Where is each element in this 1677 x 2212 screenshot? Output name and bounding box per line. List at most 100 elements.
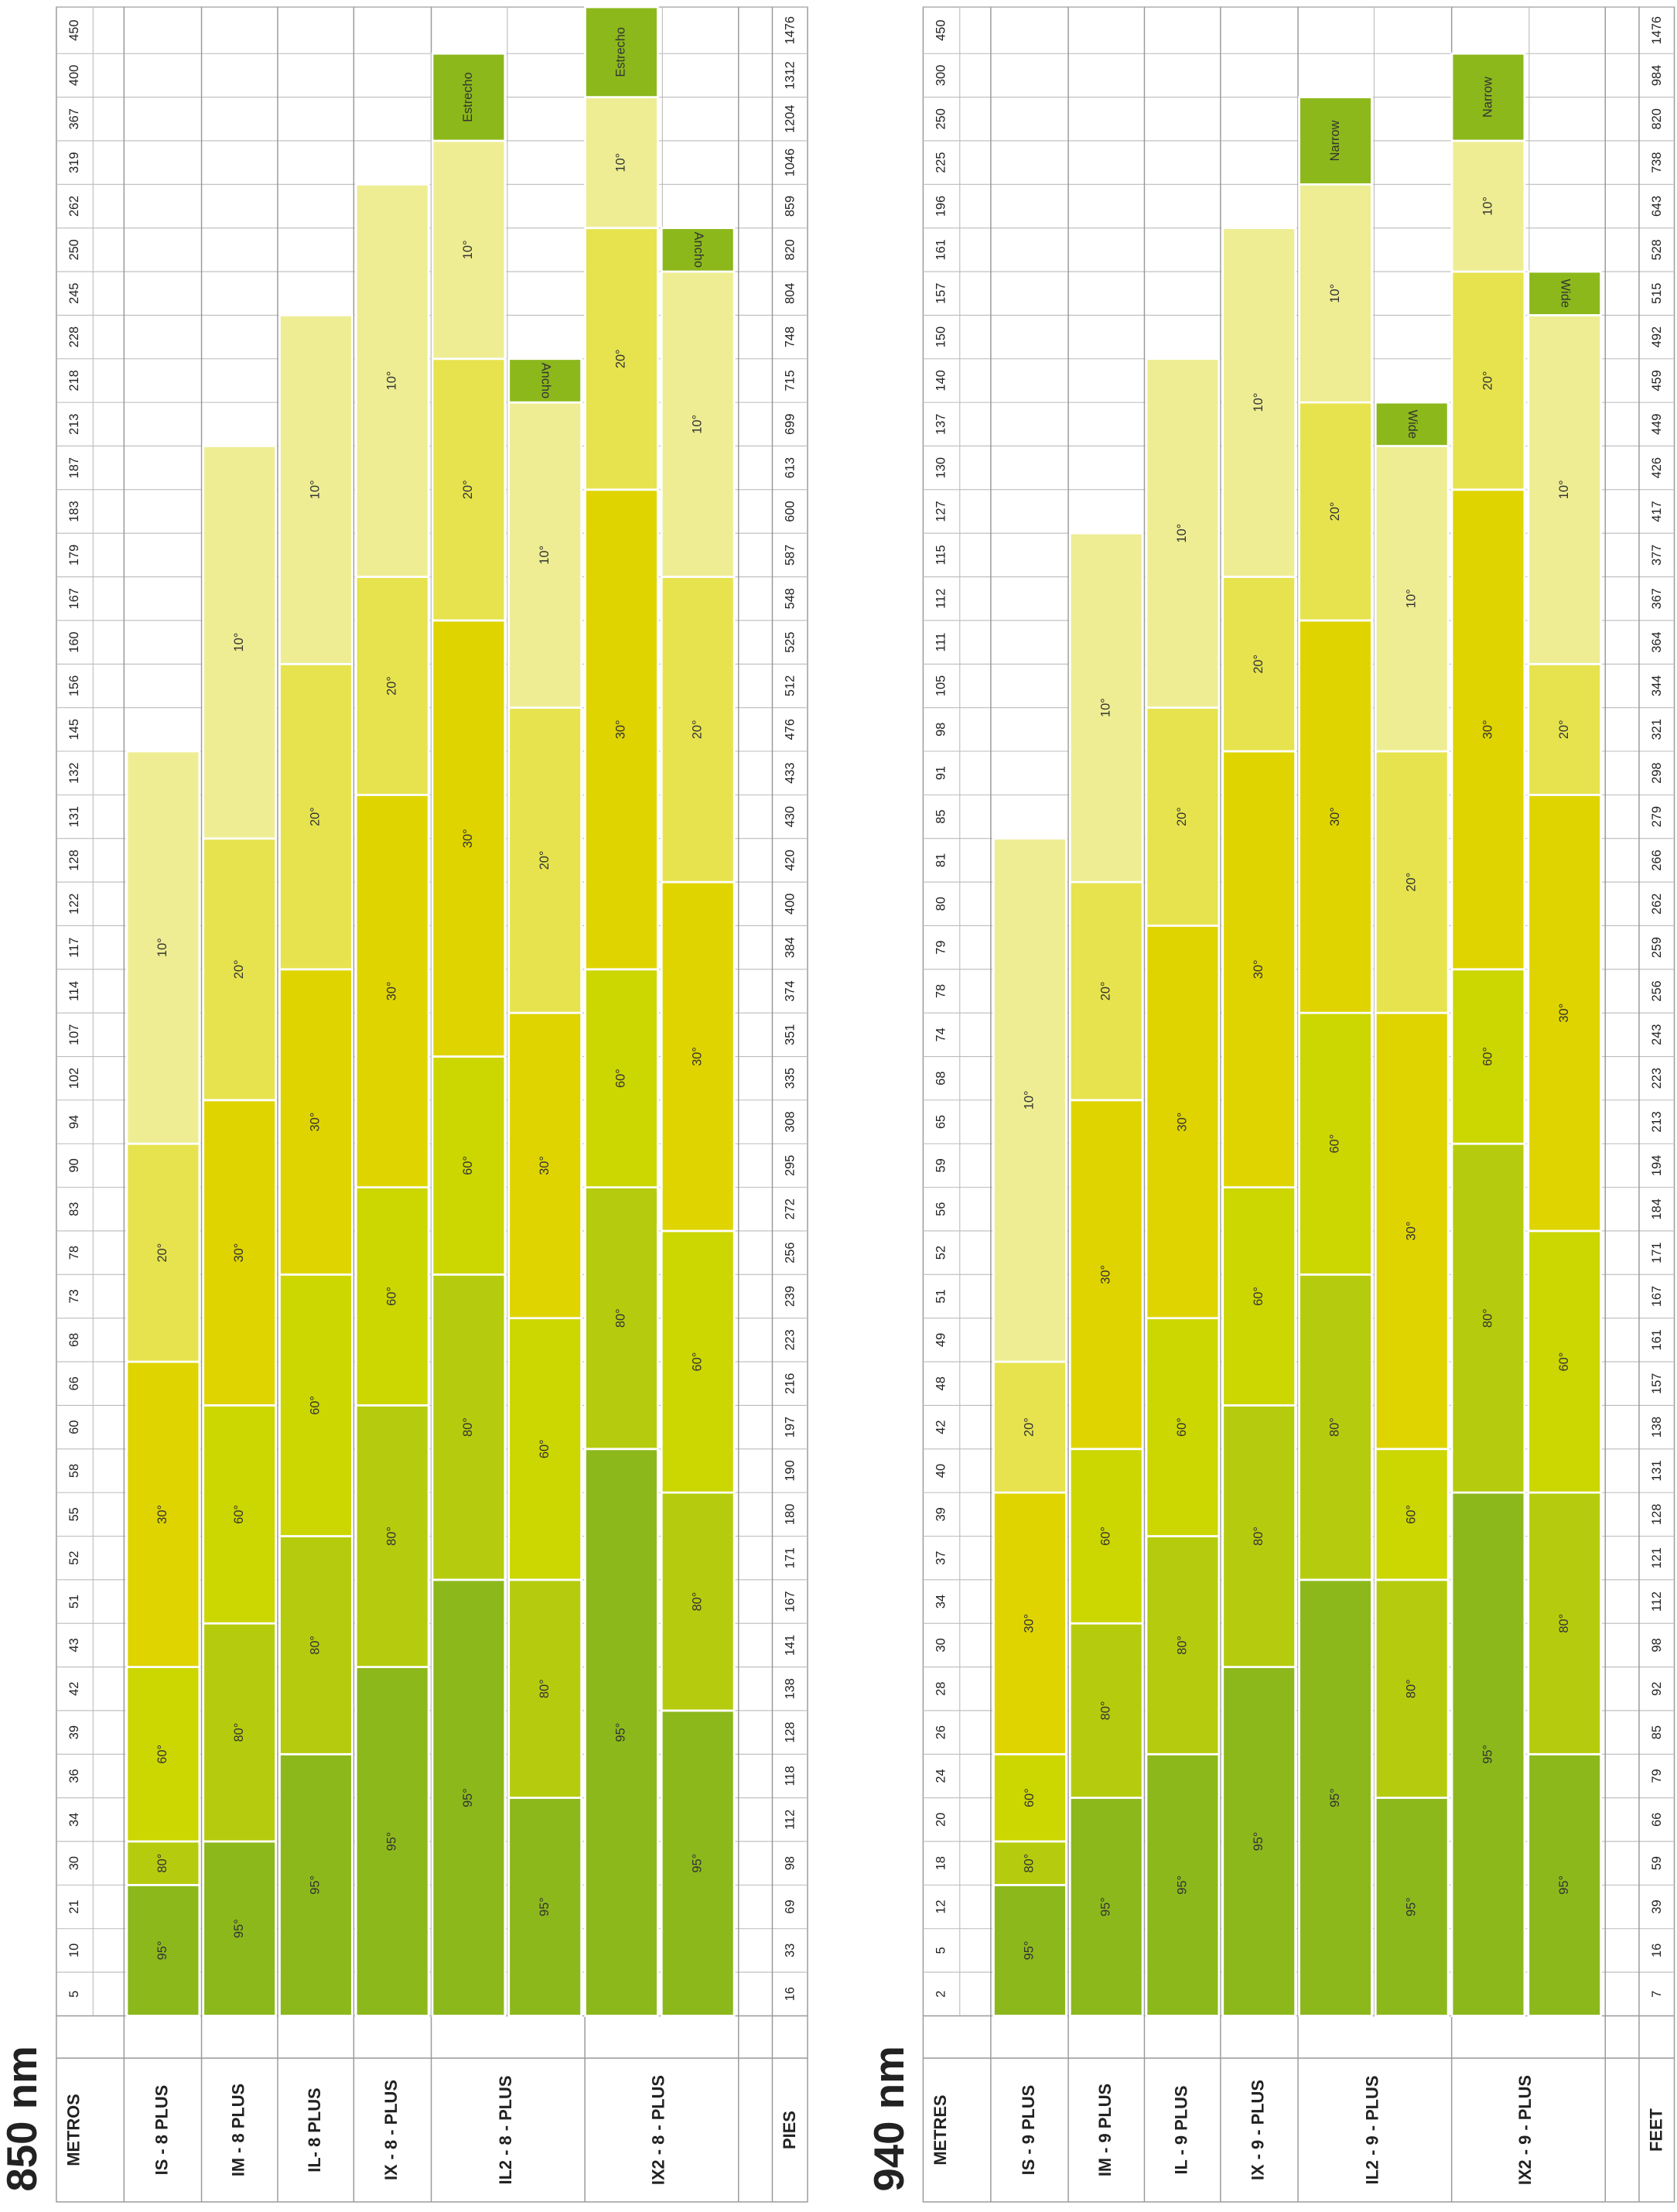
segment-label: 30° <box>1405 1222 1419 1241</box>
bar-segment <box>660 227 736 273</box>
bar-segment <box>507 1797 582 2017</box>
segment-label: 95° <box>1481 1745 1494 1764</box>
y2-tick-label: 85 <box>1650 1725 1664 1739</box>
y-tick-label: 105 <box>934 675 948 696</box>
bar-segment <box>992 1360 1067 1494</box>
y2-tick-label: 194 <box>1650 1155 1664 1176</box>
segment-label: 95° <box>1328 1788 1342 1807</box>
segment-label: 60° <box>690 1352 704 1372</box>
y2-tick-label: 476 <box>783 719 797 740</box>
bar-segment <box>584 96 659 230</box>
bar-segment <box>125 1840 201 1886</box>
bar-segment <box>1527 1229 1602 1494</box>
y-tick-label: 80 <box>934 897 948 911</box>
y-axis-label: METRES <box>931 2094 950 2165</box>
y2-tick-label: 384 <box>783 937 797 958</box>
y2-tick-label: 128 <box>783 1721 797 1742</box>
y2-tick-label: 79 <box>1650 1769 1664 1783</box>
y2-tick-label: 16 <box>1650 1944 1664 1957</box>
bar-segment <box>1527 1491 1602 1756</box>
bar-segment <box>125 1884 201 2017</box>
bar-segment <box>202 1099 277 1407</box>
segment-label: 60° <box>538 1439 552 1458</box>
y2-tick-label: 715 <box>783 370 797 391</box>
bar-segment <box>1374 401 1450 447</box>
bar-segment <box>507 706 582 1014</box>
segment-label: 10° <box>614 153 628 173</box>
y-tick-label: 18 <box>934 1856 948 1870</box>
segment-label: 20° <box>1023 1417 1037 1437</box>
y2-tick-label: 417 <box>1650 501 1664 521</box>
segment-label: 20° <box>690 720 704 739</box>
bar-segment <box>278 662 354 971</box>
y-tick-label: 78 <box>67 1246 81 1260</box>
chart-title: 940 nm <box>866 2046 913 2191</box>
segment-label: 20° <box>1175 807 1189 826</box>
y-tick-label: 39 <box>67 1725 81 1739</box>
y2-tick-label: 515 <box>1650 283 1664 304</box>
bar-segment <box>507 1578 582 1800</box>
column-header: IS - 8 PLUS <box>152 2085 172 2176</box>
y2-tick-label: 430 <box>783 806 797 827</box>
segment-label: 60° <box>1175 1417 1189 1437</box>
segment-label: 60° <box>232 1505 246 1524</box>
bar-segment <box>660 1491 736 1712</box>
bar-segment <box>992 1840 1067 1886</box>
segment-label: 20° <box>1252 655 1265 674</box>
segment-label: Narrow <box>1481 77 1494 118</box>
y2-tick-label: 167 <box>783 1591 797 1612</box>
y-tick-label: 250 <box>67 239 81 260</box>
bar-segment <box>992 1491 1067 1756</box>
bar-segment <box>125 750 201 1145</box>
y-tick-label: 51 <box>934 1289 948 1303</box>
chart-body: 4504003673192622502452282182131871831791… <box>0 5 1675 2203</box>
y-tick-label: 43 <box>67 1638 81 1652</box>
y2-tick-label: 525 <box>783 631 797 652</box>
y-tick-label: 37 <box>934 1551 948 1565</box>
y-tick-label: 130 <box>934 457 948 478</box>
segment-label: 20° <box>461 480 475 499</box>
segment-label: Wide <box>1558 279 1572 308</box>
y-tick-label: 30 <box>934 1638 948 1652</box>
segment-label: 60° <box>1023 1788 1037 1807</box>
y-tick-label: 52 <box>934 1246 948 1260</box>
y2-tick-label: 364 <box>1650 631 1664 652</box>
y-tick-label: 30 <box>67 1856 81 1870</box>
segment-label: 20° <box>1481 371 1494 391</box>
segment-label: 95° <box>309 1875 323 1895</box>
bar-segment <box>1221 1666 1296 2017</box>
bar-segment <box>1298 1273 1373 1581</box>
y2-tick-label: 157 <box>1650 1373 1664 1394</box>
y-tick-label: 34 <box>67 1813 81 1827</box>
bar-segment <box>660 1229 736 1494</box>
segment-label: 10° <box>1328 284 1342 303</box>
y-tick-label: 117 <box>67 938 81 958</box>
y2-tick-label: 279 <box>1650 806 1664 827</box>
y-tick-label: 183 <box>67 501 81 521</box>
segment-label: 60° <box>1328 1134 1342 1154</box>
y-tick-label: 5 <box>67 1991 81 1998</box>
bar-segment <box>660 1709 736 2017</box>
y2-tick-label: 262 <box>1650 894 1664 915</box>
segment-label: 95° <box>384 1832 398 1851</box>
y-tick-label: 81 <box>934 853 948 867</box>
y2-tick-label: 321 <box>1650 719 1664 740</box>
y-tick-label: 132 <box>67 763 81 784</box>
chart-title: 850 nm <box>0 2046 46 2191</box>
y-tick-label: 167 <box>67 588 81 609</box>
segment-label: 30° <box>1099 1265 1113 1284</box>
bar-segment <box>507 1011 582 1320</box>
y-tick-label: 49 <box>934 1333 948 1347</box>
y-tick-label: 161 <box>934 239 948 260</box>
y2-tick-label: 121 <box>1650 1547 1664 1568</box>
segment-label: 20° <box>232 959 246 979</box>
y-tick-label: 42 <box>67 1682 81 1696</box>
bar-segment <box>1068 1099 1144 1451</box>
bar-segment <box>1145 1752 1221 2017</box>
y-tick-label: 2 <box>934 1991 948 1998</box>
bar-segment <box>1221 227 1296 578</box>
segment-label: 30° <box>1557 1003 1571 1023</box>
y2-tick-label: 167 <box>1650 1286 1664 1307</box>
y-tick-label: 12 <box>934 1899 948 1913</box>
